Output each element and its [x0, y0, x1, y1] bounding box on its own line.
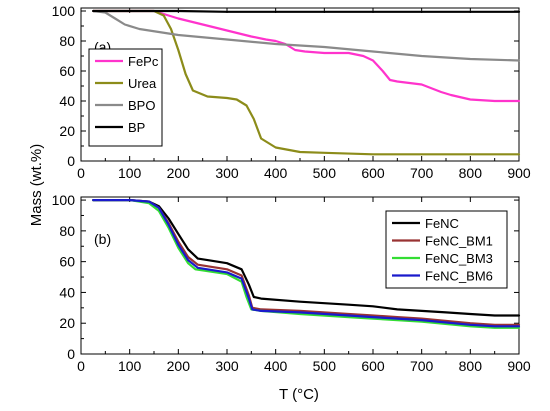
x-tick-label: 300: [215, 358, 239, 374]
x-tick-label: 100: [118, 165, 142, 181]
legend-label: FePc: [128, 54, 159, 69]
x-tick-label: 0: [77, 358, 85, 374]
x-tick-label: 200: [167, 165, 191, 181]
legend-box: [88, 48, 163, 147]
legend-label: FeNC_BM6: [425, 269, 493, 284]
y-tick-label: 0: [67, 153, 75, 169]
series-line-bpo: [92, 9, 521, 62]
x-tick-label: 0: [77, 165, 85, 181]
x-tick-label: 800: [459, 358, 483, 374]
y-tick-label: 20: [59, 315, 75, 331]
legend-label: BP: [128, 120, 145, 135]
panel-a-chart: 0 100 200 300 400 500 600 700 800 900 0 20 40 60 80 100…: [52, 3, 531, 181]
x-tick-label: 600: [361, 165, 385, 181]
y-tick-label: 20: [59, 123, 75, 139]
legend-label: BPO: [128, 98, 155, 113]
series-line-fepc: [92, 9, 521, 103]
series-line-fenc-bm6: [92, 199, 521, 328]
x-tick-label: 400: [264, 165, 288, 181]
x-tick-label: 500: [313, 358, 337, 374]
series-line-fenc: [92, 199, 521, 317]
x-tick-label: 700: [410, 165, 434, 181]
series-line-bp: [92, 9, 521, 13]
x-tick-label: 700: [410, 358, 434, 374]
y-tick-label: 100: [52, 3, 76, 19]
x-tick-label: 900: [507, 358, 531, 374]
legend-label: FeNC_BM3: [425, 251, 493, 266]
y-tick-label: 80: [59, 223, 75, 239]
y-tick-label: 0: [67, 346, 75, 362]
legend-label: Urea: [128, 76, 157, 91]
x-tick-label: 500: [313, 165, 337, 181]
y-tick-label: 60: [59, 254, 75, 270]
y-tick-label: 60: [59, 63, 75, 79]
legend-label: FeNC_BM1: [425, 234, 493, 249]
x-tick-label: 200: [167, 358, 191, 374]
x-axis-label: T (°C): [279, 386, 319, 403]
x-tick-label: 400: [264, 358, 288, 374]
y-axis-label: Mass (wt.%): [28, 144, 45, 227]
x-tick-label: 600: [361, 358, 385, 374]
legend-label: FeNC: [425, 216, 459, 231]
y-tick-label: 40: [59, 93, 75, 109]
panel-b-chart: 0 100 200 300 400 500 600 700 800 900 0 20 40 60 80 100…: [52, 192, 531, 374]
x-tick-label: 100: [118, 358, 142, 374]
series-line-urea: [92, 9, 521, 156]
x-tick-label: 800: [459, 165, 483, 181]
y-tick-label: 80: [59, 33, 75, 49]
panel-label: (b): [94, 231, 111, 247]
y-tick-label: 100: [52, 192, 76, 208]
x-tick-label: 900: [507, 165, 531, 181]
series-line-fenc-bm3: [92, 199, 521, 329]
y-tick-label: 40: [59, 284, 75, 300]
x-tick-label: 300: [215, 165, 239, 181]
